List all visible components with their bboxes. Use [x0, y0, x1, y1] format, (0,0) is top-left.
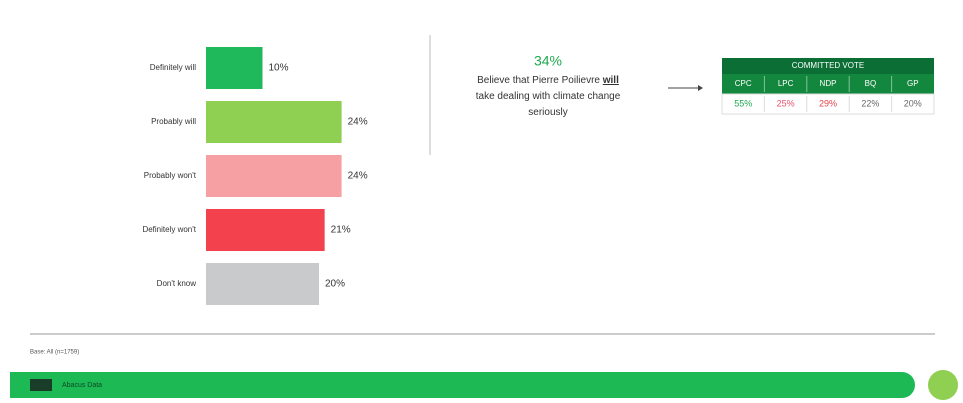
category-label: Probably will [151, 117, 196, 126]
callout-text-part: Believe that Pierre Poilievre [477, 75, 603, 86]
callout-text-part: take dealing with climate change seriousl… [476, 91, 621, 118]
table-column: GP [907, 79, 919, 88]
bar [206, 263, 319, 305]
callout-emphasis: will [602, 75, 619, 86]
table-value: 55% [734, 98, 752, 108]
table-column: LPC [778, 79, 794, 88]
table-title: COMMITTED VOTE [792, 61, 864, 70]
page-badge [928, 370, 958, 400]
table-value: 22% [861, 98, 879, 108]
footer-banner [10, 372, 915, 398]
category-label: Probably won't [144, 171, 197, 180]
footnote: Base: All (n=1759) [30, 350, 79, 356]
table-column: BQ [865, 79, 877, 88]
table-header-bg [722, 74, 934, 94]
table-column: NDP [820, 79, 837, 88]
table-value: 29% [819, 98, 837, 108]
value-label: 20% [325, 279, 345, 290]
value-label: 24% [348, 171, 368, 182]
bar [206, 101, 342, 143]
callout-value: 34% [534, 53, 562, 69]
callout-line: take dealing with climate change [476, 91, 621, 102]
table-row-bg [721, 93, 935, 115]
category-label: Don't know [157, 279, 197, 288]
bar [206, 47, 263, 89]
table-column: CPC [735, 79, 752, 88]
arrow-head [698, 85, 703, 91]
banner-text: Abacus Data [62, 382, 102, 389]
category-label: Definitely won't [142, 225, 196, 234]
bar [206, 155, 342, 197]
callout-text: Believe that Pierre Poilievre will take d… [476, 75, 621, 118]
logo [30, 379, 52, 391]
category-label: Definitely will [150, 63, 196, 72]
table-value: 25% [777, 98, 795, 108]
table-title-bg [722, 58, 934, 74]
table-value: 20% [904, 98, 922, 108]
value-label: 21% [331, 225, 351, 236]
value-label: 10% [269, 63, 289, 74]
value-label: 24% [348, 117, 368, 128]
bar [206, 209, 325, 251]
callout-line: seriously [528, 107, 567, 118]
